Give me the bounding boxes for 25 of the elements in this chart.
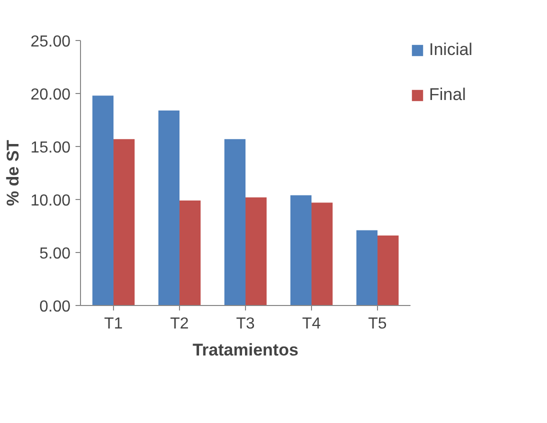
- x-axis-title: Tratamientos: [192, 340, 298, 360]
- x-tick-label: T2: [170, 316, 189, 332]
- y-tick-label: 15.00: [30, 140, 71, 156]
- x-tick-label: T1: [104, 316, 123, 332]
- bar: [246, 197, 267, 306]
- bar: [378, 236, 399, 306]
- bar: [312, 202, 333, 306]
- bar: [158, 110, 180, 306]
- y-tick-label: 10.00: [30, 192, 71, 210]
- bar: [92, 96, 114, 306]
- bar: [114, 139, 135, 306]
- bar: [290, 195, 312, 306]
- y-axis-title: % de ST: [3, 139, 22, 206]
- legend-label: Final: [429, 85, 466, 105]
- legend-label: Inicial: [429, 40, 472, 60]
- bar: [356, 230, 378, 306]
- y-tick-label: 0.00: [39, 298, 71, 316]
- y-tick-label: 20.00: [30, 86, 71, 104]
- y-tick-label: 25.00: [30, 34, 71, 50]
- x-tick-label: T5: [368, 316, 387, 332]
- x-tick-label: T4: [302, 316, 321, 332]
- bar: [224, 139, 246, 306]
- y-tick-label: 5.00: [39, 246, 71, 262]
- x-tick-label: T3: [236, 316, 255, 332]
- bar: [180, 200, 201, 306]
